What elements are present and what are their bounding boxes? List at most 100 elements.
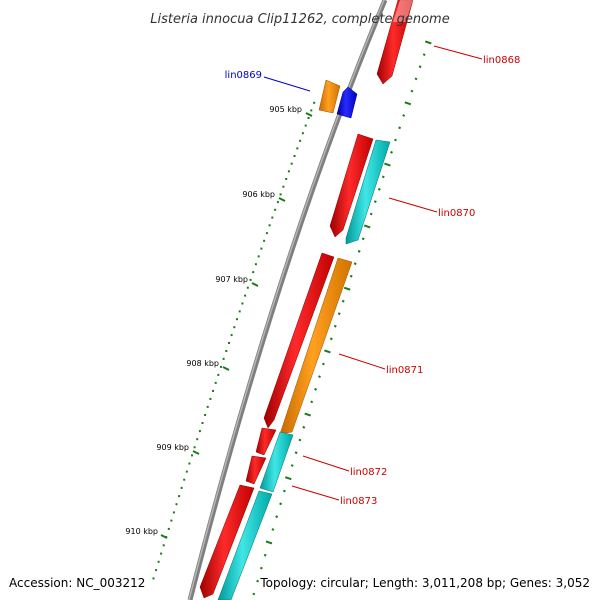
scale-dot [246, 286, 249, 289]
outer-scale-mark [265, 540, 273, 545]
scale-dot [209, 397, 212, 400]
gene-lin0870[interactable] [345, 139, 391, 245]
accession-text: Accession: NC_003212 [9, 576, 145, 590]
gene-lin0873-red[interactable] [199, 484, 255, 599]
outer-scale-mark [298, 438, 302, 442]
scale-dot [299, 139, 302, 142]
gene-lin0870-red[interactable] [329, 133, 374, 238]
scale-dot [252, 271, 255, 274]
scale-dot [313, 101, 316, 104]
gene-label-lin0872[interactable]: lin0872 [350, 467, 387, 478]
gene-label-lin0870[interactable]: lin0870 [438, 208, 475, 219]
gene-lin0868-top-fade [393, 0, 413, 22]
outer-scale-mark [310, 400, 314, 404]
gene-label-lin0871[interactable]: lin0871 [386, 365, 423, 376]
outer-scale-mark [275, 515, 279, 519]
scale-dot [185, 470, 188, 473]
scale-dot [276, 201, 279, 204]
scale-dot [204, 414, 207, 416]
label-callouts [263, 45, 483, 501]
scale-tick [251, 282, 259, 287]
scale-dot [287, 170, 290, 173]
scale-tick-label: 909 kbp [156, 443, 189, 452]
scale-dot [175, 503, 178, 506]
scale-dot [198, 430, 201, 433]
outer-scale-mark [377, 187, 381, 191]
gene-lin0869[interactable] [336, 86, 358, 119]
scale-dot [241, 302, 244, 305]
scale-tick [160, 534, 168, 539]
scale-dot [271, 216, 274, 219]
outer-scale-mark [381, 175, 385, 179]
outer-scale-mark [302, 425, 306, 429]
outer-scale-mark [343, 286, 351, 291]
gene-label-lin0869[interactable]: lin0869 [225, 70, 262, 81]
outer-scale-mark [252, 592, 256, 596]
scale-dot [170, 519, 173, 522]
outer-scale-mark [414, 77, 418, 81]
scale-dot [155, 569, 158, 572]
scale-dot [201, 422, 204, 424]
scale-dot [254, 263, 257, 266]
scale-dot [228, 342, 230, 344]
gene-lin0872[interactable] [259, 431, 294, 493]
scale-dot [188, 462, 191, 465]
gene-lin0871-red[interactable] [263, 252, 335, 429]
scale-dot [257, 255, 260, 258]
scale-dot [244, 294, 247, 297]
scale-tick [305, 112, 313, 117]
outer-scale-mark [318, 375, 321, 378]
scale-dot [183, 478, 186, 481]
outer-scale-mark [369, 212, 373, 216]
gene-lin0871[interactable] [279, 257, 353, 435]
gene-label-lin0873[interactable]: lin0873 [340, 496, 377, 507]
scale-dot [206, 405, 209, 408]
scale-tick [278, 197, 286, 202]
outer-scale-mark [373, 200, 377, 203]
outer-scale-mark [361, 237, 365, 241]
scale-dot [307, 117, 310, 119]
scale-dot [233, 326, 236, 329]
scale-dot [290, 162, 293, 165]
gene-label-lin0868[interactable]: lin0868 [483, 55, 520, 66]
callout-lin0870 [388, 197, 438, 213]
scale-dot [236, 318, 238, 321]
gene-lin0869-small[interactable] [318, 79, 341, 114]
scale-dot [282, 185, 285, 188]
outer-scale-mark [329, 337, 333, 341]
scale-tick-label: 906 kbp [242, 190, 275, 199]
gene-red-small-2[interactable] [245, 455, 267, 485]
outer-scale-mark [422, 53, 426, 56]
callout-lin0872 [302, 455, 350, 472]
outer-scale-mark [321, 362, 325, 366]
scale-dot [214, 381, 217, 384]
outer-scale-mark [390, 150, 393, 154]
genome-backbone-highlight [188, 0, 385, 600]
callout-lin0871 [338, 353, 386, 370]
outer-scale-mark [279, 502, 283, 506]
outer-scale-mark [271, 528, 275, 531]
scale-dot [172, 511, 175, 514]
scale-dot [274, 208, 277, 211]
scale-dot [279, 193, 282, 196]
outer-scale-mark [333, 324, 337, 328]
scale-tick-label: 910 kbp [125, 527, 158, 536]
scale-dot [285, 178, 288, 180]
outer-scale-mark [424, 40, 432, 45]
outer-scale-mark [394, 138, 397, 142]
outer-scale-mark [384, 162, 391, 167]
outer-scale-mark [259, 566, 263, 570]
scale-track [152, 101, 316, 580]
gene-red-small-1[interactable] [255, 427, 277, 456]
gene-lin0873[interactable] [217, 490, 273, 600]
outer-scale-mark [284, 476, 292, 481]
outer-scale-mark [324, 349, 331, 354]
scale-dot [196, 438, 199, 441]
scale-dot [191, 454, 193, 457]
scale-dot [212, 389, 214, 392]
outer-scale-mark [398, 126, 402, 130]
scale-dot [230, 334, 233, 337]
scale-dot [162, 544, 165, 547]
outer-scale-mark [337, 312, 341, 316]
